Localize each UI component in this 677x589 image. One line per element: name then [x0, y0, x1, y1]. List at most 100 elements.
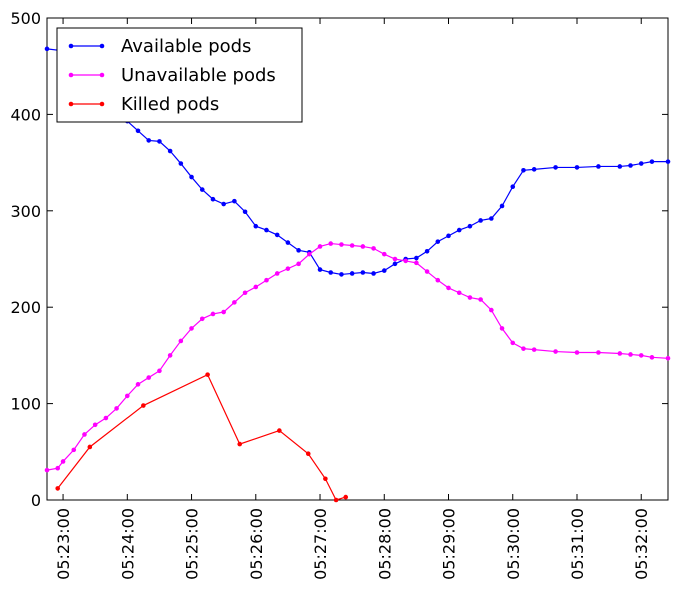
x-tick-label: 05:23:00 [54, 508, 73, 580]
y-tick-label: 200 [10, 298, 41, 317]
y-tick-label: 500 [10, 9, 41, 28]
data-point-available-pods [328, 270, 334, 275]
data-point-available-pods [456, 227, 462, 233]
data-point-unavailable-pods [135, 382, 141, 387]
data-point-unavailable-pods [467, 295, 473, 300]
data-point-unavailable-pods [221, 309, 226, 315]
x-tick-label: 05:29:00 [440, 508, 459, 580]
data-point-available-pods [167, 148, 173, 154]
data-point-unavailable-pods [435, 277, 441, 283]
data-point-unavailable-pods [349, 243, 355, 248]
data-point-unavailable-pods [317, 244, 323, 249]
data-point-available-pods [510, 184, 516, 189]
data-point-unavailable-pods [649, 355, 655, 360]
x-tick-label: 05:25:00 [183, 508, 202, 580]
data-point-available-pods [531, 167, 537, 172]
data-point-unavailable-pods [146, 375, 152, 380]
data-point-unavailable-pods [617, 351, 623, 356]
x-tick-label: 05:28:00 [375, 508, 394, 580]
data-point-killed-pods [305, 451, 311, 457]
legend-swatch-marker [68, 43, 74, 49]
data-point-available-pods [157, 139, 162, 144]
data-point-available-pods [274, 232, 280, 238]
data-point-available-pods [478, 218, 483, 223]
data-point-available-pods [596, 164, 601, 169]
x-tick-label: 05:30:00 [504, 508, 523, 580]
data-point-available-pods [638, 161, 644, 166]
data-point-unavailable-pods [103, 415, 109, 421]
data-point-available-pods [414, 255, 419, 261]
data-point-unavailable-pods [157, 368, 162, 374]
data-point-available-pods [178, 161, 184, 166]
data-point-available-pods [242, 209, 248, 215]
data-point-unavailable-pods [489, 307, 494, 313]
data-point-unavailable-pods [199, 316, 205, 322]
data-point-unavailable-pods [167, 353, 173, 358]
data-point-available-pods [392, 261, 398, 267]
data-point-unavailable-pods [60, 459, 66, 464]
data-point-unavailable-pods [665, 355, 671, 361]
axis-layer: 0 100 200 300 400 500 05:23:00 05:24:00 05:25:00… [10, 9, 668, 580]
data-point-unavailable-pods [403, 258, 408, 264]
data-point-available-pods [499, 203, 505, 209]
data-point-unavailable-pods [232, 300, 237, 305]
series-line-killed-pods [57, 373, 346, 501]
data-point-killed-pods [323, 476, 328, 482]
y-tick-label: 300 [10, 202, 41, 221]
data-point-available-pods [553, 165, 558, 170]
series-unavailable-pods [44, 241, 671, 473]
data-point-available-pods [489, 216, 494, 221]
data-point-available-pods [349, 271, 355, 276]
x-tick-label: 05:27:00 [311, 508, 330, 580]
data-point-unavailable-pods [328, 241, 334, 246]
legend-swatch-marker [99, 43, 105, 49]
data-point-unavailable-pods [478, 297, 483, 302]
data-point-available-pods [44, 46, 50, 52]
legend-swatch-marker [68, 101, 74, 107]
legend-entry-available-pods: Available pods [68, 36, 251, 57]
data-point-available-pods [264, 227, 269, 233]
data-point-available-pods [360, 270, 366, 275]
data-point-unavailable-pods [82, 432, 87, 437]
series-line-available-pods [46, 48, 668, 276]
data-point-available-pods [521, 168, 526, 173]
data-point-unavailable-pods [125, 393, 130, 399]
data-point-unavailable-pods [446, 285, 451, 291]
y-tick-label: 100 [10, 395, 41, 414]
data-point-available-pods [424, 248, 430, 254]
legend-label: Unavailable pods [121, 65, 276, 86]
data-point-unavailable-pods [285, 266, 291, 271]
data-point-available-pods [617, 164, 623, 169]
data-point-unavailable-pods [44, 467, 50, 473]
data-point-available-pods [446, 233, 451, 239]
x-tick-label: 05:31:00 [568, 508, 587, 580]
x-tick-label: 05:26:00 [247, 508, 266, 580]
data-point-killed-pods [55, 486, 61, 491]
data-point-available-pods [296, 248, 301, 253]
data-point-unavailable-pods [424, 269, 430, 274]
data-point-unavailable-pods [189, 326, 194, 331]
data-point-unavailable-pods [499, 326, 505, 331]
data-point-killed-pods [87, 444, 93, 450]
data-point-available-pods [574, 165, 580, 170]
data-point-available-pods [232, 198, 237, 204]
data-point-unavailable-pods [296, 261, 301, 267]
legend-swatch-marker [99, 101, 105, 107]
legend-swatch-marker [68, 72, 74, 78]
data-point-available-pods [210, 196, 216, 202]
data-point-unavailable-pods [596, 350, 601, 355]
data-point-available-pods [371, 271, 376, 276]
data-point-unavailable-pods [531, 347, 537, 352]
data-point-unavailable-pods [242, 290, 248, 296]
data-point-unavailable-pods [307, 251, 312, 257]
data-point-available-pods [467, 223, 473, 229]
data-point-available-pods [253, 223, 259, 229]
data-point-available-pods [221, 201, 226, 207]
data-point-unavailable-pods [55, 465, 61, 471]
legend-label: Killed pods [121, 94, 219, 115]
data-point-available-pods [339, 272, 344, 277]
data-point-unavailable-pods [521, 346, 526, 351]
data-point-unavailable-pods [371, 246, 376, 251]
data-point-unavailable-pods [92, 422, 98, 428]
